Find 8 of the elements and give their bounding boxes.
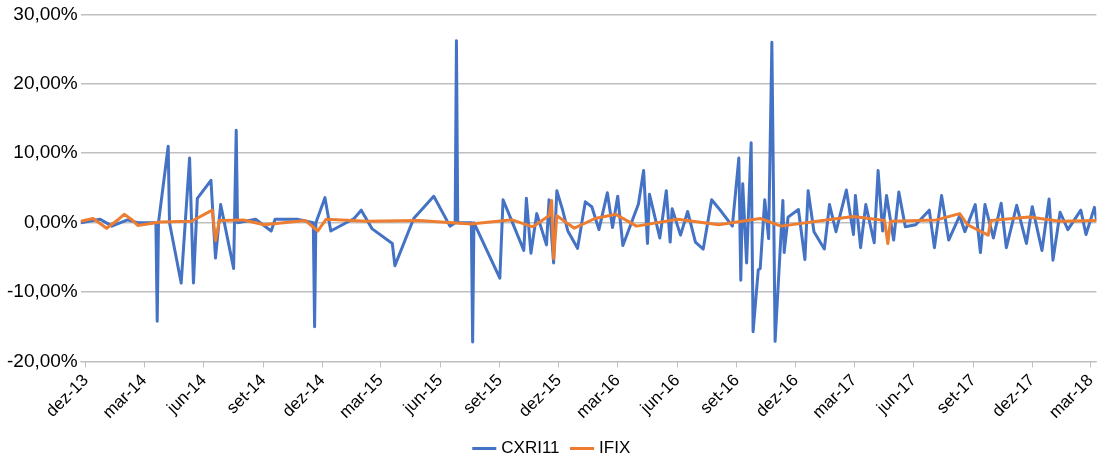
y-tick-label: -10,00% (6, 280, 78, 302)
y-tick-label: 20,00% (13, 72, 78, 94)
legend-label: IFIX (599, 438, 631, 458)
y-tick-label: 10,00% (13, 141, 78, 163)
y-tick-label: 0,00% (23, 210, 78, 232)
legend-label: CXRI11 (501, 438, 560, 458)
y-tick-label: 30,00% (13, 2, 78, 24)
y-tick-label: -20,00% (6, 349, 78, 371)
